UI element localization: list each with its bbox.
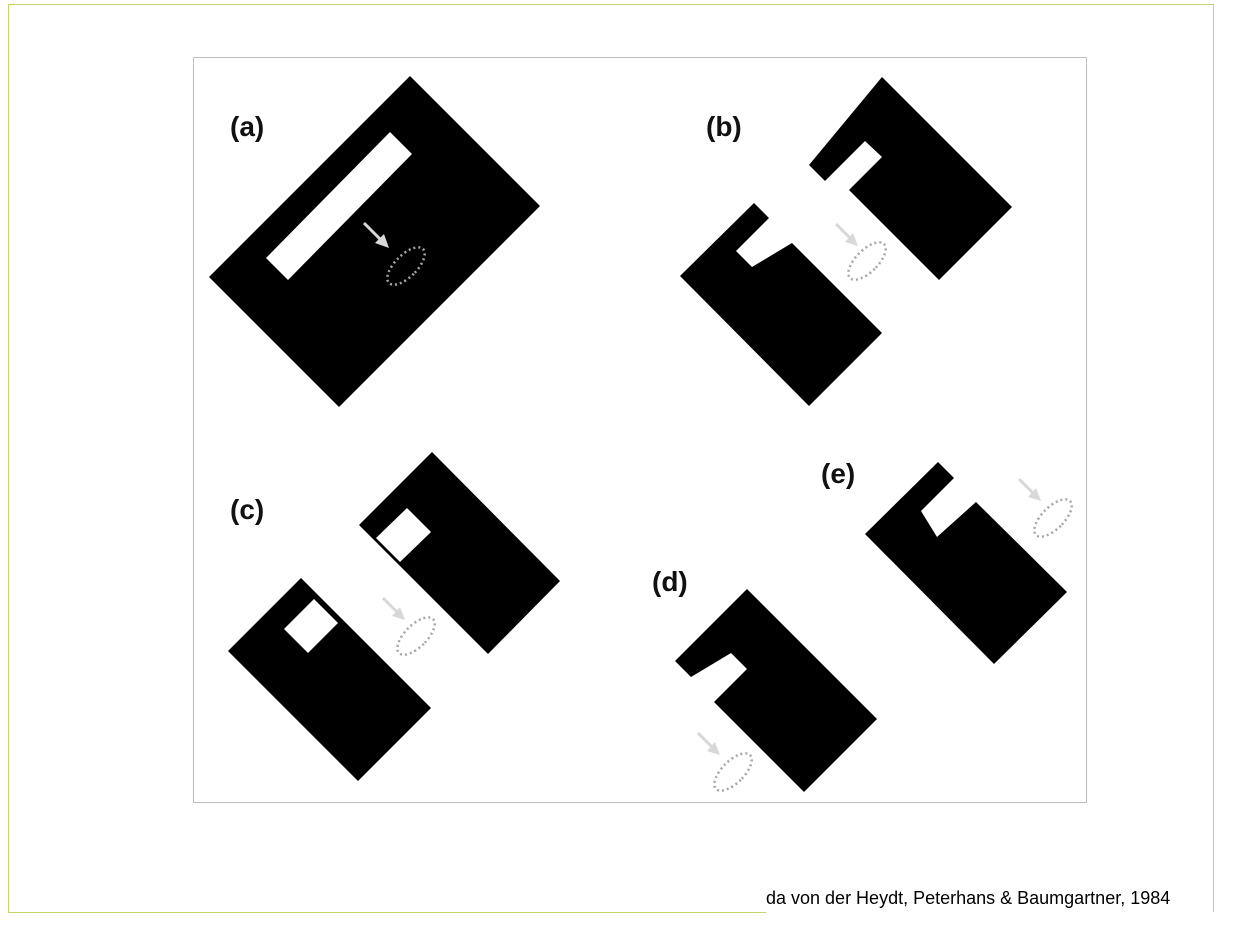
panel-e: (e) [821,458,1073,664]
panel-c-lower-white-square [284,599,338,653]
panel-a-arrow-head [375,234,389,248]
panel-c-arrow-head [392,607,405,620]
panel-b-arrow-line [834,222,852,240]
panel-e-shape [865,462,1067,664]
panel-d-shape [675,589,877,792]
illusory-contour-figure: (a) (b) (c) (d) [193,57,1087,803]
panel-d: (d) [652,566,877,792]
panel-c-upper-shape [359,452,560,654]
panel-c-receptive-field [396,616,436,656]
panel-c: (c) [228,452,560,781]
panel-a-white-bar [266,132,412,280]
panel-b: (b) [680,77,1012,406]
panel-b-lower-shape [680,203,882,406]
panel-b-receptive-field [847,241,887,281]
panel-a-receptive-field [386,246,426,286]
panel-d-label: (d) [652,566,688,597]
panel-a: (a) [209,76,540,407]
panel-c-arrow-line [381,596,399,614]
panel-a-rectangle [209,76,540,407]
panel-d-arrow-head [707,742,720,755]
figure-svg: (a) (b) (c) (d) [209,76,1073,792]
panel-e-receptive-field [1033,498,1073,538]
panel-d-arrow-line [696,731,714,749]
panel-e-arrow-head [1028,488,1041,501]
panel-b-upper-shape [809,77,1012,280]
panel-b-label: (b) [706,111,742,142]
panel-c-lower-shape [228,578,431,781]
panel-c-label: (c) [230,494,264,525]
figure-credit: da von der Heydt, Peterhans & Baumgartne… [766,888,1171,908]
panel-b-arrow-head [845,233,858,246]
slide-frame [8,4,1214,912]
slide-frame-bottom-line [8,912,766,913]
panel-c-upper-white-square [376,508,431,562]
panel-e-label: (e) [821,458,855,489]
panel-a-label: (a) [230,111,264,142]
panel-a-arrow-line [362,221,382,241]
panel-e-arrow-line [1017,477,1035,495]
panel-d-receptive-field [713,752,753,792]
